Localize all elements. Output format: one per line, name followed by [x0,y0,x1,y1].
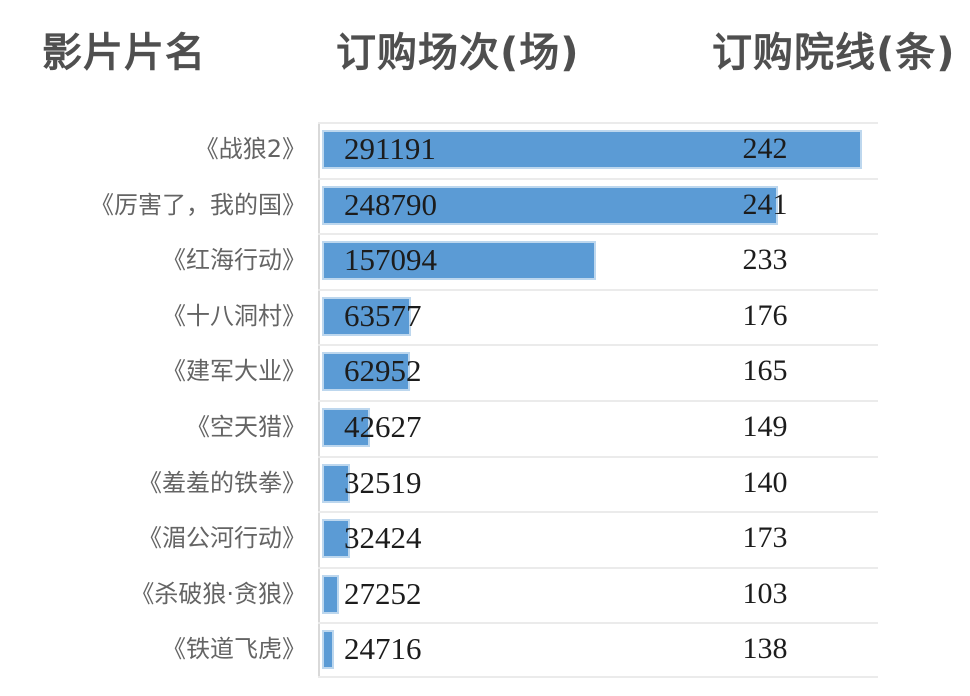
sessions-value: 27252 [344,575,422,611]
gridline [318,288,878,291]
sessions-bar [322,408,370,447]
cinema-lines-value: 103 [742,576,788,610]
sessions-value: 63577 [344,297,422,333]
column-header-movie-title: 影片片名 [42,30,206,76]
cinema-lines-value: 165 [742,354,788,388]
sessions-bar [322,352,410,392]
sessions-value: 24716 [344,631,422,667]
chart-row: 32424 173 [318,511,878,567]
chart-row: 24716 138 [318,622,878,678]
movie-title-label: 《厉害了，我的国》 [90,190,306,219]
sessions-bar [322,296,411,336]
sessions-bar [322,630,334,670]
movie-title-label: 《十八洞村》 [162,301,306,330]
gridline [318,676,878,678]
sessions-bar [322,519,350,559]
cinema-lines-value: 176 [742,298,788,332]
movie-title-label: 《建军大业》 [162,357,306,386]
sessions-value: 248790 [344,186,437,222]
movie-title-label: 《杀破狼·贪狼》 [130,579,306,608]
sessions-value: 157094 [344,242,437,278]
chart-row: 27252 103 [318,567,878,623]
chart-row: 291191 242 [318,122,878,178]
movie-title-label: 《空天猎》 [186,412,306,441]
chart-row: 157094 233 [318,233,878,289]
movie-title-label: 《羞羞的铁拳》 [138,468,306,497]
column-header-ordered-cinema-lines: 订购院线(条) [712,30,956,76]
movie-title-label: 《湄公河行动》 [138,524,306,553]
column-header-ordered-sessions: 订购场次(场) [336,30,580,76]
chart-row: 63577 176 [318,289,878,345]
gridline [318,122,878,124]
sessions-value: 291191 [344,131,436,166]
gridline [318,400,878,402]
gridline [318,511,878,514]
chart-row: 42627 149 [318,400,878,456]
sessions-value: 62952 [344,353,422,389]
gridline [318,344,878,347]
gridline [318,455,878,458]
sessions-value: 32424 [344,520,422,556]
movie-title-label: 《铁道飞虎》 [162,635,306,664]
gridline [318,622,878,625]
gridline [318,566,878,569]
cinema-lines-value: 233 [742,243,788,277]
movie-title-label: 《战狼2》 [194,135,306,163]
sessions-bar [322,130,862,169]
cinema-lines-value: 173 [742,521,788,555]
bar-chart-plot-area: 291191 242 248790 241 157094 233 63577 176 62952… [318,122,878,678]
sessions-bar [322,185,778,225]
sessions-bar [322,463,350,503]
chart-row: 62952 165 [318,344,878,400]
cinema-lines-value: 242 [742,132,788,165]
category-label-column: 《战狼2》《厉害了，我的国》《红海行动》 《十八洞村》 《建军大业》《空天猎》《羞羞… [0,122,306,678]
chart-row: 248790 241 [318,178,878,234]
cinema-lines-value: 241 [742,187,788,221]
cinema-lines-value: 138 [742,632,788,666]
cinema-lines-value: 140 [742,465,788,499]
sessions-value: 42627 [344,409,422,444]
sessions-value: 32519 [344,464,422,500]
chart-row: 32519 140 [318,456,878,512]
sessions-bar [322,241,596,281]
movie-title-label: 《红海行动》 [162,246,306,275]
sessions-bar [322,574,339,614]
cinema-lines-value: 149 [742,410,788,443]
gridline [318,233,878,236]
gridline [318,177,878,180]
